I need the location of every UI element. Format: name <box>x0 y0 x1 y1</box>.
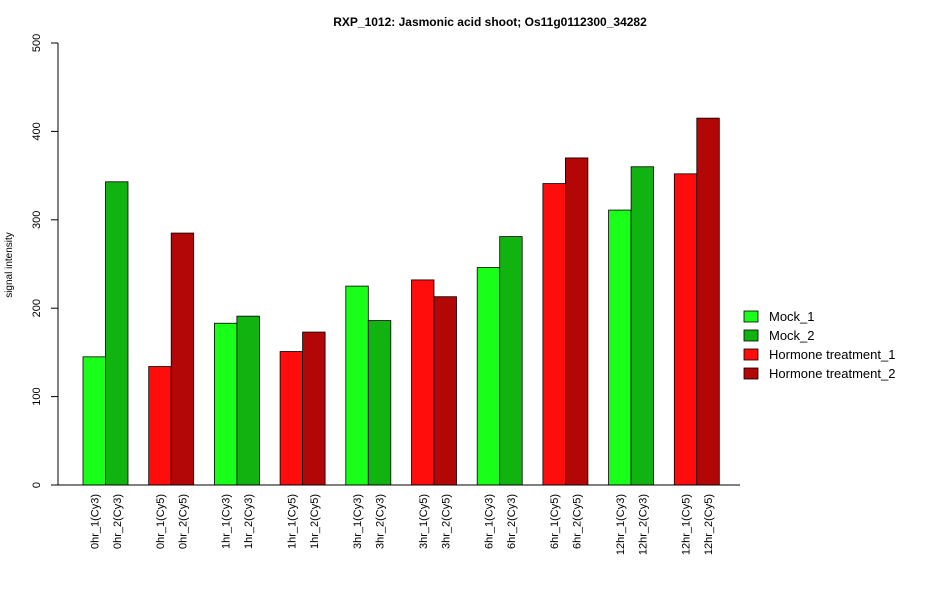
x-tick-label: 12hr_1(Cy3) <box>615 494 627 555</box>
x-tick-labels: 0hr_1(Cy3) 0hr_2(Cy3) 0hr_1(Cy5) 0hr_2(Cy5)… <box>89 494 715 555</box>
x-tick-label: 0hr_1(Cy3) <box>89 494 101 549</box>
bar <box>170 232 195 486</box>
bar <box>630 166 654 486</box>
y-tick-label: 0 <box>31 482 43 488</box>
x-tick-label: 1hr_2(Cy3) <box>243 494 255 549</box>
bar <box>279 351 304 486</box>
bar <box>565 157 589 486</box>
legend: Mock_1 Mock_2 Hormone treatment_1 Hormone t… <box>743 309 895 381</box>
bar <box>608 209 632 486</box>
legend-label: Hormone treatment_2 <box>769 366 895 381</box>
bar <box>302 331 326 486</box>
x-tick-label: 6hr_2(Cy3) <box>506 494 518 549</box>
legend-label: Mock_2 <box>769 328 815 343</box>
y-tick-label: 500 <box>31 34 43 52</box>
legend-label: Mock_1 <box>769 309 815 324</box>
x-tick-label: 0hr_2(Cy3) <box>112 494 124 549</box>
legend-swatch <box>743 329 759 342</box>
bar <box>673 173 698 486</box>
y-axis: 0 100 200 300 400 500 <box>31 34 59 488</box>
legend-swatch <box>743 348 759 361</box>
legend-swatch <box>743 310 759 323</box>
bar <box>345 285 369 486</box>
chart-title: RXP_1012: Jasmonic acid shoot; Os11g0112… <box>333 15 647 29</box>
x-tick-label: 3hr_1(Cy5) <box>418 494 430 549</box>
x-tick-label: 1hr_1(Cy3) <box>221 494 233 549</box>
bar <box>148 366 172 486</box>
bar <box>82 356 106 486</box>
bar <box>696 117 720 486</box>
legend-swatch <box>743 367 759 380</box>
x-tick-label: 12hr_2(Cy3) <box>637 494 649 555</box>
legend-label: Hormone treatment_1 <box>769 347 895 362</box>
bar <box>433 296 457 486</box>
x-tick-label: 3hr_2(Cy5) <box>440 494 452 549</box>
bar <box>476 267 501 486</box>
bar <box>367 320 392 486</box>
bar <box>411 279 435 486</box>
bar <box>499 236 523 486</box>
x-tick-label: 1hr_2(Cy5) <box>309 494 321 549</box>
x-tick-label: 0hr_1(Cy5) <box>155 494 167 549</box>
x-tick-label: 12hr_1(Cy5) <box>681 494 693 555</box>
x-tick-label: 3hr_2(Cy3) <box>375 494 387 549</box>
x-tick-label: 6hr_2(Cy5) <box>572 494 584 549</box>
x-tick-label: 1hr_1(Cy5) <box>286 494 298 549</box>
bar <box>213 322 238 486</box>
bar <box>542 183 566 486</box>
x-tick-label: 3hr_1(Cy3) <box>352 494 364 549</box>
y-tick-label: 200 <box>31 299 43 317</box>
x-tick-label: 0hr_2(Cy5) <box>177 494 189 549</box>
x-tick-label: 6hr_1(Cy5) <box>549 494 561 549</box>
bars <box>82 117 720 486</box>
bar <box>236 315 260 486</box>
x-tick-label: 12hr_2(Cy5) <box>703 494 715 555</box>
y-tick-label: 400 <box>31 122 43 140</box>
bar <box>105 181 129 486</box>
y-tick-label: 100 <box>31 387 43 405</box>
x-tick-label: 6hr_1(Cy3) <box>483 494 495 549</box>
y-axis-label: signal intensity <box>4 232 15 298</box>
y-tick-label: 300 <box>31 211 43 229</box>
